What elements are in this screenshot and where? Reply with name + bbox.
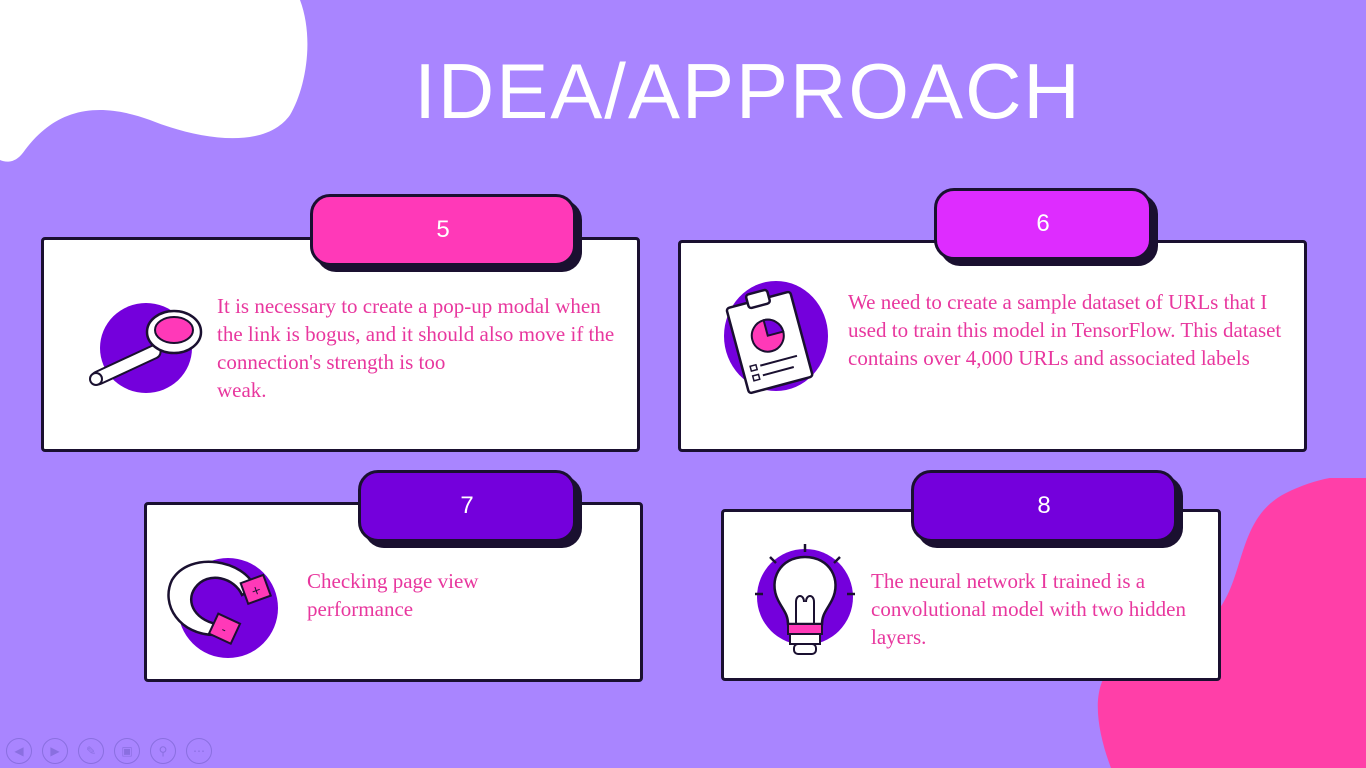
decorative-blob-top-left [0,0,308,162]
previous-icon[interactable]: ◀ [6,738,32,764]
decorative-blob-bottom-right [1097,478,1366,768]
card-7-number-badge: 7 [358,470,576,542]
card-5-text: It is necessary to create a pop-up modal… [217,292,617,404]
more-icon[interactable]: ⋯ [186,738,212,764]
magnifier-icon [89,303,203,393]
slide-title: IDEA/APPROACH [414,47,1082,135]
slides-icon[interactable]: ▣ [114,738,140,764]
clipboard-chart-icon [724,281,828,395]
card-5-number-badge: 5 [310,194,576,266]
svg-text:+: + [249,582,263,599]
pen-icon[interactable]: ✎ [78,738,104,764]
svg-text:-: - [219,622,229,637]
card-8-text: The neural network I trained is a convol… [871,569,1186,649]
card-5-text-cont: weak. [217,378,267,402]
magnet-icon: + - [167,558,278,658]
card-6-number-badge: 6 [934,188,1152,260]
slideshow-toolbar: ◀ ▶ ✎ ▣ ⚲ ⋯ [6,738,212,764]
card-5-text-main: It is necessary to create a pop-up modal… [217,294,615,374]
card-8-number-badge: 8 [911,470,1177,542]
card-7-text: Checking page view performance [307,569,479,621]
next-icon[interactable]: ▶ [42,738,68,764]
zoom-icon[interactable]: ⚲ [150,738,176,764]
card-6-text: We need to create a sample dataset of UR… [848,290,1282,370]
lightbulb-icon [755,544,855,655]
